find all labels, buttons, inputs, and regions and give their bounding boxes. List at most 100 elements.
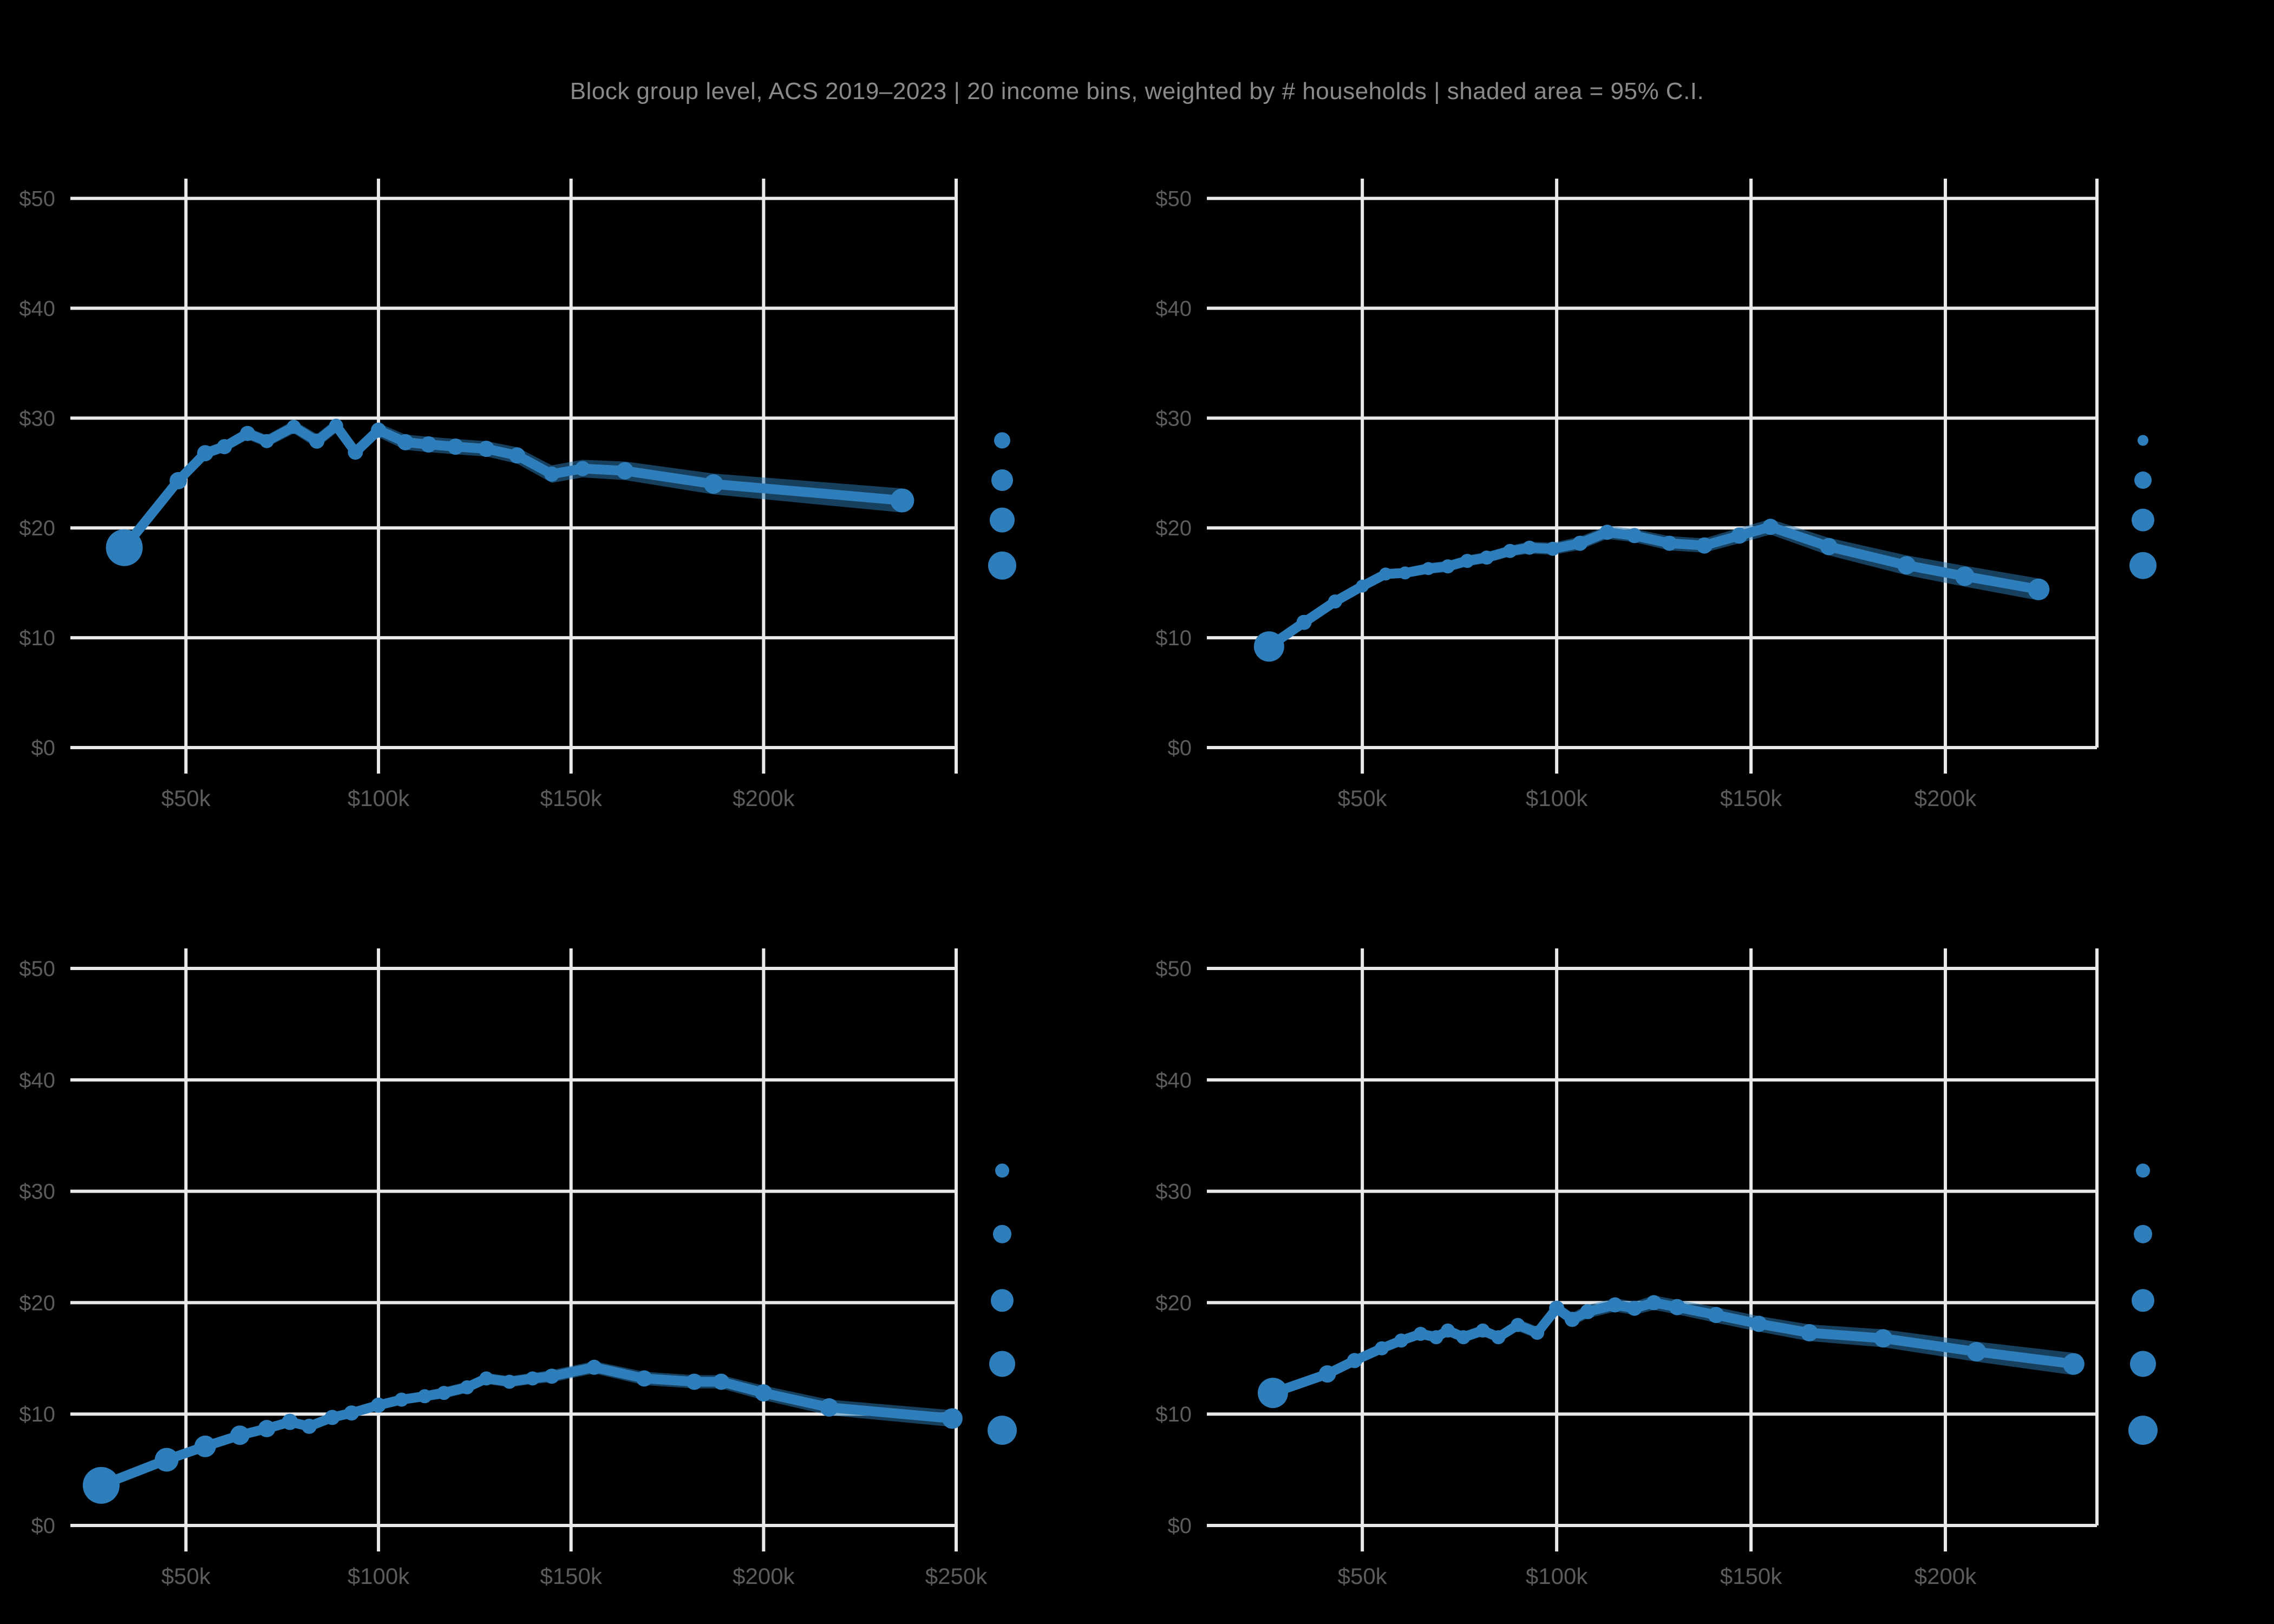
y-tick-label: $50 <box>19 957 55 981</box>
x-tick-label: $250k <box>925 1563 988 1589</box>
legend-size-dot <box>2132 1289 2154 1312</box>
data-point-marker <box>1696 537 1713 554</box>
data-point-marker <box>371 1397 386 1413</box>
y-tick-label: $10 <box>19 1403 55 1426</box>
data-point-marker <box>447 438 464 455</box>
y-tick-label: $50 <box>1155 957 1192 981</box>
data-point-marker <box>1626 1300 1642 1316</box>
legend-size-dot <box>2130 1351 2156 1377</box>
series-line <box>96 1362 957 1490</box>
data-point-marker <box>309 433 325 449</box>
data-point-marker <box>1572 535 1588 551</box>
data-point-marker <box>1762 519 1779 535</box>
data-point-marker <box>258 1420 276 1437</box>
y-tick-label: $40 <box>1155 1069 1192 1092</box>
legend-size-dot <box>988 551 1016 580</box>
data-point-marker <box>329 418 343 433</box>
data-point-marker <box>194 1435 216 1457</box>
data-point-marker <box>1874 1329 1893 1348</box>
legend-size-dot <box>2128 1416 2158 1445</box>
subplot-bottom-right: $0 $10 $20 $30 $40 $50 $50k $100k $150k $200k <box>1155 948 2158 1589</box>
y-tick-label: $10 <box>1155 626 1192 650</box>
data-point-marker <box>460 1380 474 1394</box>
subplot-bottom-left: $0 $10 $20 $30 $40 $50 $50k $100k $150k $200k $250… <box>19 948 1017 1589</box>
data-point-marker <box>713 1373 730 1390</box>
x-tick-label: $100k <box>1526 785 1588 811</box>
data-point-marker <box>1522 540 1537 555</box>
data-point-marker <box>348 444 363 460</box>
y-tick-label: $40 <box>19 1069 55 1092</box>
data-point-marker <box>1530 1326 1545 1340</box>
data-point-marker <box>1253 631 1284 662</box>
data-point-marker <box>1413 1327 1428 1341</box>
data-point-marker <box>575 461 590 476</box>
data-point-marker <box>217 439 232 455</box>
y-tick-label: $20 <box>1155 1291 1192 1315</box>
data-point-marker <box>1258 1378 1288 1409</box>
data-point-marker <box>509 447 526 464</box>
data-point-marker <box>586 1359 602 1375</box>
data-point-marker <box>544 1368 560 1384</box>
data-point-marker <box>282 1413 298 1430</box>
data-point-marker <box>417 1389 432 1404</box>
data-point-marker <box>286 420 301 434</box>
data-point-marker <box>1394 1333 1408 1348</box>
data-point-marker <box>1379 567 1393 581</box>
legend-size-dot <box>2136 1163 2150 1178</box>
data-point-marker <box>1607 1297 1623 1313</box>
y-tick-label: $30 <box>19 407 55 430</box>
data-point-marker <box>1429 1330 1443 1345</box>
x-tick-label: $50k <box>1338 1563 1388 1589</box>
confidence-band <box>101 1361 952 1489</box>
data-point-marker <box>525 1371 540 1386</box>
data-point-marker <box>1955 566 1975 586</box>
y-tick-label: $50 <box>19 187 55 211</box>
data-point-marker <box>1800 1324 1818 1341</box>
y-tick-label: $30 <box>1155 407 1192 430</box>
x-tick-label: $200k <box>733 785 795 811</box>
data-point-marker <box>1669 1299 1685 1315</box>
x-tick-label: $100k <box>348 785 410 811</box>
x-tick-label: $100k <box>348 1563 410 1589</box>
data-point-marker <box>1599 525 1615 540</box>
x-tick-label: $150k <box>1720 785 1782 811</box>
subplot-top-right: $0 $10 $20 $30 $40 $50 $50k $100k $150k $200k <box>1155 179 2157 811</box>
legend-size-dot <box>2138 435 2148 446</box>
data-point-marker <box>479 1371 494 1386</box>
legend-size-dot <box>988 1416 1017 1445</box>
data-point-marker <box>942 1408 963 1429</box>
data-point-marker <box>703 474 723 494</box>
data-point-marker <box>2062 1353 2084 1375</box>
data-point-marker <box>82 1466 120 1504</box>
data-point-marker <box>1475 1323 1490 1338</box>
subplot-top-left: $0 $10 $20 $30 $40 $50 $50k $100k $150k $200k <box>19 179 1016 811</box>
legend-size-dot <box>991 1289 1014 1312</box>
data-point-marker <box>397 434 414 450</box>
data-point-marker <box>1460 554 1474 568</box>
data-point-marker <box>1511 1318 1525 1332</box>
legend-size-dot <box>2134 1224 2152 1243</box>
legend-size-dot <box>993 1224 1011 1243</box>
data-point-marker <box>324 1410 340 1425</box>
data-point-marker <box>820 1398 839 1417</box>
data-point-marker <box>1549 1300 1565 1316</box>
y-tick-label: $10 <box>1155 1403 1192 1426</box>
data-point-marker <box>1731 527 1748 544</box>
data-point-marker <box>1626 528 1642 543</box>
data-point-marker <box>1966 1342 1987 1361</box>
data-point-marker <box>686 1373 703 1390</box>
legend-size-dot <box>990 507 1015 533</box>
x-tick-label: $200k <box>1914 785 1977 811</box>
x-tick-label: $150k <box>1720 1563 1782 1589</box>
x-tick-label: $50k <box>1338 785 1388 811</box>
data-point-marker <box>1441 1323 1455 1338</box>
x-tick-label: $200k <box>1914 1563 1977 1589</box>
data-point-marker <box>394 1392 409 1407</box>
data-point-marker <box>302 1418 317 1434</box>
data-point-marker <box>230 1425 250 1445</box>
data-point-marker <box>616 462 634 480</box>
data-point-marker <box>344 1405 360 1421</box>
data-point-marker <box>197 445 213 462</box>
